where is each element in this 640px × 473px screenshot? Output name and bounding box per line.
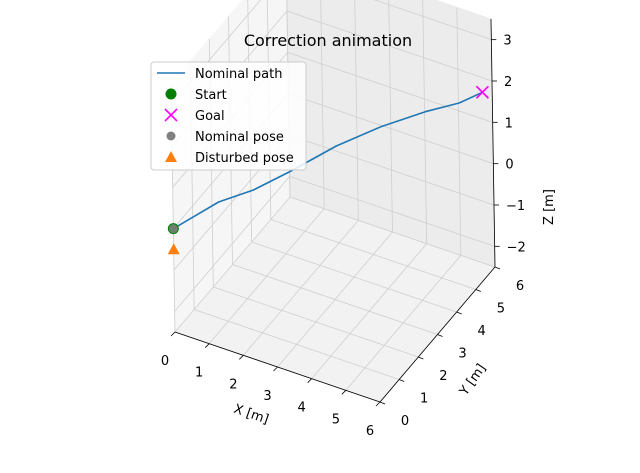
- x-tick-mark: [204, 343, 210, 348]
- x-tick-label: 5: [332, 412, 340, 427]
- legend-label-start: Start: [195, 88, 227, 103]
- z-gridline-back: [287, 51, 493, 123]
- legend-nominal-pose-marker: [166, 131, 176, 141]
- x-gridline-back: [354, 0, 359, 221]
- plot-area: [167, 85, 489, 255]
- x-gridline-back: [388, 0, 393, 233]
- legend-label-goal: Goal: [195, 109, 225, 124]
- y-tick-label: 0: [401, 414, 409, 429]
- z-tick-label: 1: [505, 116, 513, 131]
- y-tick-label: 4: [478, 324, 486, 339]
- x-gridline-back: [320, 0, 325, 209]
- legend-label-nominal-pose: Nominal pose: [195, 130, 284, 145]
- x-tick-label: 1: [195, 366, 203, 381]
- nominal-pose-marker: [168, 224, 178, 234]
- legend-start-marker: [165, 88, 177, 100]
- legend-frame: [150, 61, 307, 171]
- y-tick-mark: [399, 379, 405, 382]
- x-tick-mark: [239, 355, 244, 360]
- x-gridline-back: [422, 0, 428, 244]
- z-tick-label: 2: [504, 75, 512, 90]
- x-tick-label: 3: [263, 389, 271, 404]
- y-tick-label: 6: [516, 279, 524, 294]
- disturbed-pose-marker: [167, 243, 180, 255]
- series-nominal-path-line: [172, 91, 483, 230]
- z-gridline-back: [286, 10, 493, 82]
- y-tick-mark: [456, 311, 462, 315]
- z-axis-line: [490, 18, 496, 268]
- legend-disturbed-pose-marker: [165, 151, 177, 162]
- legend-label-disturbed-pose: Disturbed pose: [195, 151, 294, 166]
- y-gridline-floor: [194, 309, 400, 380]
- y-gridline-floor: [270, 219, 476, 290]
- x-tick-mark: [273, 366, 278, 372]
- y-gridline-floor: [232, 264, 438, 335]
- x-tick-mark: [307, 378, 312, 383]
- goal-marker: [475, 85, 489, 99]
- z-tick-label: −1: [506, 199, 525, 214]
- z-tick-label: −2: [507, 240, 526, 255]
- legend: Nominal path Start Goal Nominal pose Dis…: [150, 61, 307, 171]
- y-tick-mark: [437, 334, 443, 337]
- z-gridline-left: [174, 176, 290, 312]
- z-tick-label: 0: [505, 158, 513, 173]
- y-tick-mark: [379, 401, 386, 405]
- chart-title: Correction animation: [244, 31, 412, 50]
- x-gridline-back: [456, 7, 462, 256]
- y-tick-label: 1: [420, 392, 428, 407]
- y-tick-label: 3: [458, 347, 466, 362]
- x-tick-label: 2: [229, 377, 237, 392]
- z-gridline-back: [288, 93, 494, 165]
- x-tick-mark: [375, 401, 381, 407]
- y-gridline-floor: [213, 286, 419, 358]
- z-gridline-back: [288, 134, 495, 206]
- axes-lines: [170, 18, 501, 407]
- x-tick-mark: [170, 331, 176, 337]
- y-tick-mark: [494, 266, 501, 270]
- z-gridline-back: [289, 175, 495, 247]
- x-tick-label: 4: [298, 401, 306, 416]
- legend-goal-marker: [164, 108, 178, 122]
- x-tick-label: 6: [366, 424, 374, 439]
- y-gridline-floor: [289, 196, 496, 268]
- y-tick-mark: [475, 289, 481, 292]
- y-tick-mark: [418, 356, 424, 360]
- z-axis-label: Z [m]: [542, 189, 557, 225]
- legend-label-nominal-path: Nominal path: [195, 67, 282, 82]
- y-gridline-floor: [251, 241, 457, 313]
- z-tick-label: 3: [503, 34, 511, 49]
- y-tick-label: 2: [439, 369, 447, 384]
- z-gridline-back: [373, 0, 492, 41]
- goal-marker-stroke: [475, 85, 489, 99]
- x-tick-mark: [341, 390, 347, 395]
- x-tick-label: 0: [161, 354, 169, 369]
- y-tick-label: 5: [497, 302, 505, 317]
